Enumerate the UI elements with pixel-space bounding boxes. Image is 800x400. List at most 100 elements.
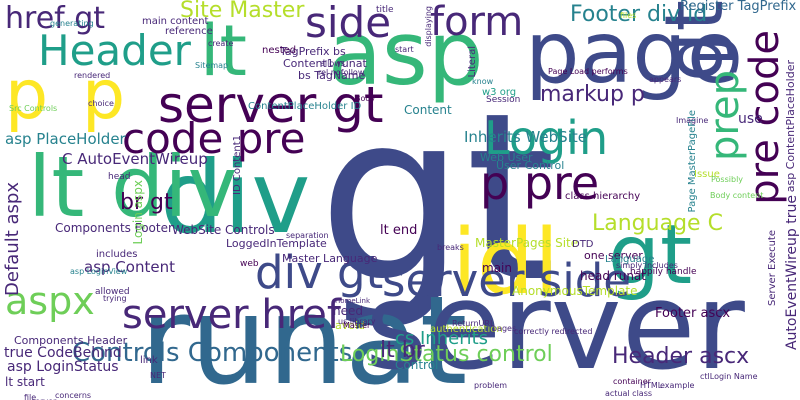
- word-use: use: [738, 111, 763, 127]
- word-rel-nofollow: rel nofollow: [318, 68, 365, 77]
- word-html: HTML: [640, 381, 663, 390]
- word-c-autoeventwireup: C AutoEventWireup: [62, 150, 208, 168]
- word-br-gt: br gt: [120, 190, 173, 215]
- word-header: Header: [38, 26, 191, 75]
- word-footer-div-id: Footer div id: [570, 2, 708, 27]
- word-homelink: HomeLink: [335, 297, 371, 305]
- word-server-gt: server gt: [158, 76, 384, 134]
- word-issue: Issue: [694, 169, 720, 180]
- word-possibly: Possibly: [711, 175, 744, 184]
- word-site-master: Site Master: [180, 0, 305, 23]
- word-tagprefix-bs: TagPrefix bs: [280, 45, 346, 58]
- word-header-ascx: Header ascx: [612, 344, 750, 369]
- word-appears: appears: [649, 75, 682, 84]
- word-idl: idl: [452, 210, 560, 315]
- word-simply-includes: simply includes: [616, 261, 678, 270]
- word-includes: includes: [96, 249, 138, 260]
- word-main: main: [482, 261, 512, 275]
- word-components-footer: Components Footer: [55, 221, 173, 235]
- word-inherits-website: Inherits WebSite: [464, 128, 587, 146]
- word-side: side: [305, 0, 392, 47]
- word-asp-loginview: asp LoginView: [70, 267, 128, 276]
- word-head: head: [108, 172, 131, 182]
- word-user-control: User Control: [496, 159, 565, 172]
- word-avoid: avoid: [335, 319, 366, 332]
- word-content: Content: [404, 103, 452, 117]
- word-nested: nested: [262, 45, 297, 56]
- word-correctly-redirected: correctly redirected: [514, 327, 593, 336]
- word-choice: choice: [88, 99, 114, 108]
- word-components-header: Components Header: [14, 334, 128, 347]
- word-pages: pages: [492, 324, 517, 333]
- word-register-tagprefix: Register TagPrefix: [680, 0, 797, 14]
- word-href-gt: href gt: [5, 1, 106, 36]
- word-files: files: [620, 11, 637, 20]
- word-us-library: us library: [338, 317, 376, 326]
- word-web-user: Web User: [480, 151, 533, 164]
- word-server: server: [365, 258, 745, 397]
- word-website-controls: WebSite Controls: [172, 223, 275, 237]
- word-allows: allows: [320, 59, 345, 68]
- word-trying: trying: [103, 294, 127, 303]
- word-asp-contentplaceholder: asp ContentPlaceHolder: [784, 60, 797, 193]
- word-id-content1: ID Content1: [232, 135, 243, 195]
- word-server-href: server href: [122, 292, 341, 338]
- word-page-masterpagefile: Page MasterPageFile: [687, 110, 698, 213]
- word-rendered: rendered: [74, 71, 111, 80]
- word-p: p: [82, 56, 126, 135]
- word-authentication: authentication: [430, 324, 503, 335]
- word-web: web: [240, 259, 259, 269]
- word-server-side: server side: [382, 254, 631, 307]
- word-language: Language: [605, 254, 655, 265]
- word-code-pre: code pre: [122, 114, 306, 163]
- word-class-hierarchy: class hierarchy: [565, 191, 641, 202]
- word-p-pre: p pre: [480, 156, 600, 210]
- word-anonymoustemplate: AnonymousTemplate: [512, 284, 638, 298]
- word-contentplaceholder-id: ContentPlaceHolder ID: [248, 101, 362, 112]
- word-form: form: [430, 0, 524, 45]
- word-dtd: DTD: [572, 239, 594, 250]
- word-start: start: [395, 45, 414, 54]
- word-div: div: [160, 139, 311, 256]
- word-body-content: Body content: [710, 191, 764, 200]
- word-actual-class: actual class: [605, 389, 653, 398]
- word-asp-placeholder: asp PlaceHolder: [5, 130, 126, 148]
- word-body: Body: [355, 94, 376, 103]
- word-footer-ascx: Footer ascx: [655, 306, 731, 321]
- word-displaying: displaying: [424, 6, 433, 47]
- word-language-c: Language C: [592, 211, 723, 236]
- word-control: Control: [395, 358, 439, 372]
- word-returnurl: ReturnURL: [452, 319, 495, 328]
- word-page-load-performs: Page Load performs: [548, 67, 628, 76]
- word-reference: reference: [165, 26, 213, 37]
- word-gt: gt: [608, 208, 693, 303]
- word-file: file: [24, 393, 37, 400]
- word-master: Master: [343, 321, 371, 330]
- word-lt: lt: [200, 10, 247, 92]
- word-imagine: Imagine: [676, 116, 709, 125]
- word-gt: gt: [318, 63, 557, 333]
- word-main-content: main content: [142, 16, 209, 27]
- word-controls-components: Controls Components: [72, 338, 353, 368]
- word-master-language: Master Language: [282, 252, 378, 265]
- word-sitemap: Sitemap: [195, 61, 229, 70]
- word-content1-runat: Content1 runat: [283, 57, 367, 70]
- word-login-aspx: Login aspx: [131, 180, 145, 245]
- word-div-gt: div gt: [255, 246, 384, 299]
- word-head-runat: head runat: [580, 269, 646, 283]
- word-concerns: concerns: [55, 391, 92, 400]
- word-link: link: [140, 355, 158, 366]
- word-lt-div: lt div: [28, 138, 238, 236]
- word-session: Session: [486, 95, 521, 105]
- word-separation: separation: [286, 231, 329, 240]
- word-lt-br: lt br: [380, 338, 425, 363]
- word-loggedintemplate: LoggedInTemplate: [226, 237, 327, 250]
- word-src-controls: Src Controls: [9, 104, 58, 113]
- word-p: p: [5, 56, 49, 135]
- word-know: know: [472, 77, 494, 86]
- word-breaks: breaks: [437, 243, 464, 252]
- word-page: page: [525, 3, 740, 103]
- word-server-execute: Server Execute: [767, 230, 778, 306]
- word-happily-handle: happily handle: [630, 267, 697, 277]
